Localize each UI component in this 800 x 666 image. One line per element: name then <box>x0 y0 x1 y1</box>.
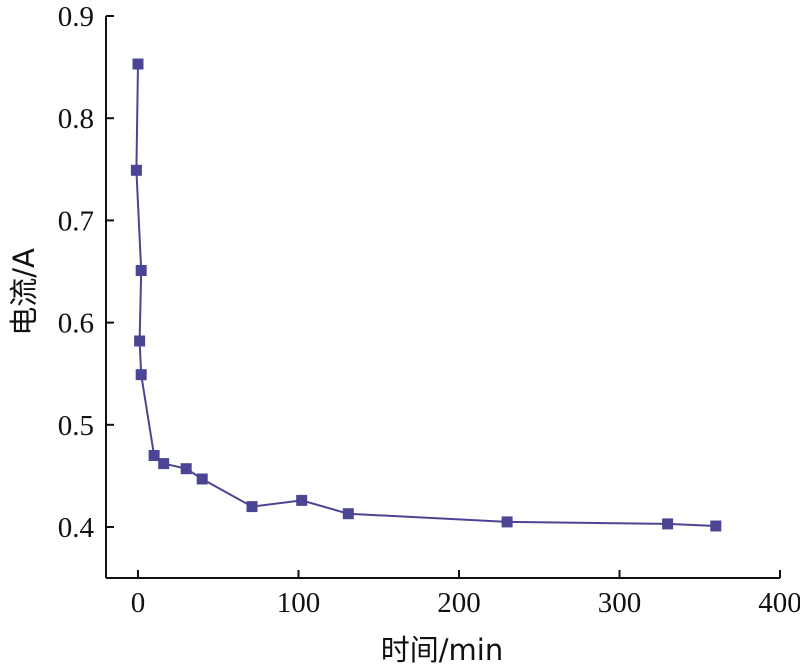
data-point-marker <box>132 58 144 70</box>
data-point-marker <box>180 463 192 475</box>
data-point-marker <box>501 516 513 528</box>
x-tick-label: 100 <box>277 587 321 619</box>
x-tick-label: 0 <box>131 587 146 619</box>
y-axis-title: 电流/A <box>7 248 41 336</box>
data-point-marker <box>246 501 258 513</box>
data-point-marker <box>662 518 674 530</box>
y-tick-label: 0.8 <box>58 103 94 135</box>
series-markers <box>130 58 722 532</box>
y-tick-label: 0.7 <box>58 205 94 237</box>
x-tick-label: 200 <box>437 587 481 619</box>
data-point-marker <box>135 369 147 381</box>
data-point-marker <box>148 450 160 461</box>
y-tick-label: 0.6 <box>58 308 94 340</box>
series-line <box>135 63 716 527</box>
data-point-marker <box>710 520 722 532</box>
data-point-marker <box>342 508 354 520</box>
x-tick-label: 300 <box>598 587 642 619</box>
y-tick-label: 0.9 <box>58 1 94 33</box>
y-tick-label: 0.4 <box>58 512 95 544</box>
x-axis-ticks: 0 100 200 300 400 <box>131 570 800 619</box>
data-point-marker <box>130 164 142 176</box>
data-point-marker <box>196 473 208 485</box>
y-axis-ticks: 0.4 0.5 0.6 0.7 0.8 0.9 <box>58 1 114 544</box>
x-tick-label: 400 <box>758 587 800 619</box>
data-point-marker <box>134 335 146 347</box>
x-axis-title: 时间/min <box>381 633 503 666</box>
y-tick-label: 0.5 <box>58 410 94 442</box>
data-point-marker <box>296 494 308 506</box>
data-point-marker <box>158 458 170 470</box>
data-point-marker <box>135 265 147 276</box>
